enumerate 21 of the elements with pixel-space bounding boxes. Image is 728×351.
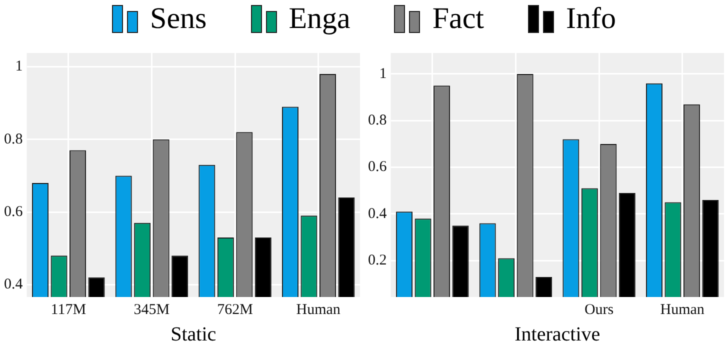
- y-tick-label: 0.6: [4, 204, 24, 220]
- x-tick-label: 345M: [134, 302, 170, 318]
- y-tick-label: 0.6: [368, 159, 388, 176]
- x-axis-title: Interactive: [514, 323, 600, 346]
- y-tick-label: 0.8: [4, 131, 23, 148]
- x-tick-label: 762M: [217, 302, 253, 318]
- x-tick-label: 117M: [50, 302, 86, 318]
- y-tick-label: 0.2: [368, 252, 387, 269]
- legend-label: Sens: [150, 2, 207, 36]
- legend-label: Fact: [432, 2, 484, 36]
- x-axis-title: Static: [170, 323, 216, 346]
- y-tick-label: 0.4: [368, 206, 388, 222]
- y-tick-label: 1: [15, 58, 23, 75]
- x-tick-label: Human: [296, 302, 341, 318]
- x-tick-label: Ours: [584, 302, 614, 318]
- y-tick-label: 1: [379, 66, 387, 82]
- y-tick-label: 0.8: [368, 112, 387, 129]
- legend-label: Info: [566, 2, 616, 36]
- x-tick-label: Human: [660, 302, 705, 318]
- y-tick-label: 0.4: [4, 276, 24, 293]
- legend-label: Enga: [288, 2, 350, 36]
